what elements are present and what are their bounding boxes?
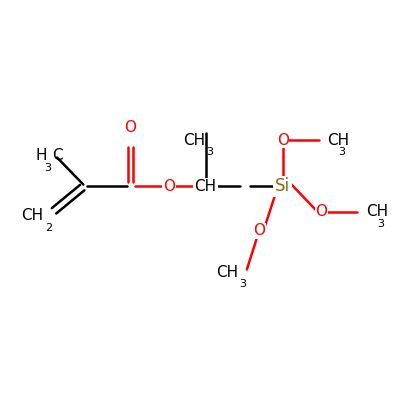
Text: CH: CH	[184, 133, 206, 148]
Text: CH: CH	[216, 265, 238, 280]
Text: 2: 2	[45, 223, 52, 233]
Text: 3: 3	[338, 147, 345, 157]
Text: C: C	[52, 148, 63, 163]
Text: Si: Si	[275, 178, 290, 196]
Text: 3: 3	[206, 147, 213, 157]
Text: 3: 3	[239, 279, 246, 289]
Text: O: O	[163, 179, 175, 194]
Text: CH: CH	[366, 204, 388, 219]
Text: O: O	[277, 133, 289, 148]
Text: CH: CH	[22, 208, 44, 223]
Text: O: O	[315, 204, 327, 219]
Text: CH: CH	[194, 179, 217, 194]
Text: CH: CH	[327, 133, 349, 148]
Text: H: H	[36, 148, 48, 163]
Text: 3: 3	[377, 218, 384, 228]
Text: O: O	[124, 120, 136, 135]
Text: 3: 3	[44, 162, 51, 172]
Text: O: O	[254, 223, 266, 238]
